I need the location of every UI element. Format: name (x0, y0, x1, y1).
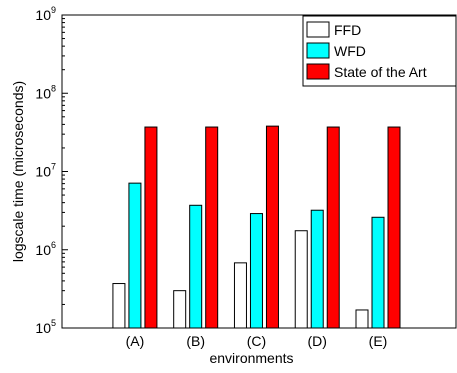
bar-state-of-the-art (265, 125, 279, 329)
bar-state-of-the-art (144, 126, 158, 329)
bar-ffd (173, 290, 187, 329)
bar-wfd (310, 209, 324, 329)
bar-wfd (249, 213, 263, 329)
legend: FFD WFD State of the Art (302, 15, 457, 87)
legend-label: WFD (334, 43, 366, 59)
legend-entries: FFD WFD State of the Art (306, 21, 427, 80)
x-tick-label: (C) (247, 333, 266, 349)
bar-state-of-the-art (387, 126, 401, 329)
legend-label: State of the Art (334, 64, 427, 80)
y-tick-label: 109 (35, 5, 56, 23)
bar-ffd (112, 283, 126, 329)
legend-swatch (306, 21, 330, 38)
bar-wfd (371, 216, 385, 329)
x-tick-label: (A) (126, 333, 145, 349)
y-tick-label: 106 (35, 240, 56, 258)
bar-ffd (233, 262, 247, 329)
legend-swatch (306, 63, 330, 80)
y-axis-ticks: 105 106 107 108 109 (35, 5, 68, 336)
x-axis-label: environments (209, 350, 293, 366)
legend-swatch (306, 42, 330, 59)
bar-state-of-the-art (326, 126, 340, 329)
bar-wfd (128, 182, 142, 329)
x-axis-ticks: (A) (B) (C) (D) (E) (126, 323, 388, 349)
x-tick-label: (E) (369, 333, 388, 349)
y-tick-label: 108 (35, 83, 56, 101)
bar-ffd (355, 309, 369, 329)
y-tick-label: 107 (35, 162, 56, 180)
x-tick-label: (D) (308, 333, 327, 349)
bars (112, 125, 401, 329)
legend-label: FFD (334, 22, 361, 38)
bar-wfd (189, 204, 203, 329)
y-tick-label: 105 (35, 318, 56, 336)
y-axis-label: logscale time (microseconds) (10, 81, 26, 262)
x-tick-label: (B) (186, 333, 205, 349)
bar-ffd (294, 230, 308, 329)
bar-state-of-the-art (205, 126, 219, 329)
